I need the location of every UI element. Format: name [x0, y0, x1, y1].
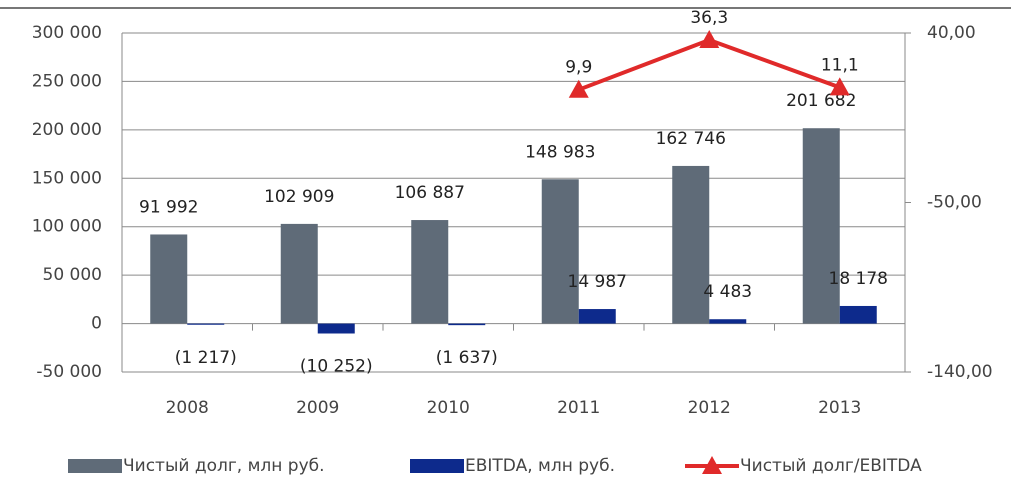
data-label: (1 217) — [175, 348, 237, 368]
data-label: 18 178 — [829, 269, 888, 289]
y-tick-label: 50 000 — [43, 265, 102, 285]
y-tick-label: 200 000 — [32, 120, 102, 140]
data-label: 11,1 — [821, 55, 859, 75]
y-tick-label: -50 000 — [36, 362, 102, 382]
bar — [541, 179, 579, 324]
bar — [578, 309, 616, 324]
x-tick-label: 2010 — [427, 398, 470, 418]
line-marker — [699, 29, 720, 48]
bar — [839, 305, 877, 324]
y-tick-label: 300 000 — [32, 23, 102, 43]
legend-swatch — [68, 459, 122, 473]
bar — [709, 319, 747, 324]
legend-label: Чистый долг, млн руб. — [123, 456, 325, 476]
data-label: 106 887 — [395, 183, 465, 203]
bar — [187, 323, 225, 325]
data-label: 4 483 — [703, 282, 752, 302]
y2-tick-label: -50,00 — [927, 193, 982, 213]
data-label: 36,3 — [690, 8, 728, 28]
x-tick-label: 2008 — [166, 398, 209, 418]
y-tick-label: 250 000 — [32, 71, 102, 91]
x-tick-label: 2011 — [557, 398, 600, 418]
bar — [317, 323, 355, 334]
bar — [802, 128, 840, 324]
line-marker — [568, 79, 589, 98]
data-label: 9,9 — [565, 58, 592, 78]
data-label: 102 909 — [264, 187, 334, 207]
y-tick-label: 100 000 — [32, 217, 102, 237]
y2-tick-label: -140,00 — [927, 362, 993, 382]
bar — [280, 223, 318, 324]
legend-swatch — [410, 459, 464, 473]
legend-marker — [702, 456, 722, 474]
x-tick-label: 2013 — [818, 398, 861, 418]
legend-label: EBITDA, млн руб. — [465, 456, 615, 476]
y-tick-label: 150 000 — [32, 168, 102, 188]
data-label: 162 746 — [656, 129, 726, 149]
data-label: 148 983 — [525, 142, 595, 162]
data-label: 91 992 — [139, 197, 198, 217]
bar — [150, 234, 188, 324]
line-marker — [829, 77, 850, 96]
bar — [672, 165, 710, 324]
bar — [411, 220, 449, 324]
x-tick-label: 2012 — [688, 398, 731, 418]
data-label: 14 987 — [568, 272, 627, 292]
data-label: (1 637) — [436, 348, 498, 368]
y2-tick-label: 40,00 — [927, 23, 976, 43]
x-tick-label: 2009 — [296, 398, 339, 418]
legend-label: Чистый долг/EBITDA — [740, 456, 922, 476]
y-tick-label: 0 — [91, 314, 102, 334]
data-label: (10 252) — [300, 357, 373, 377]
bar — [448, 323, 486, 326]
data-label: 201 682 — [786, 91, 856, 111]
